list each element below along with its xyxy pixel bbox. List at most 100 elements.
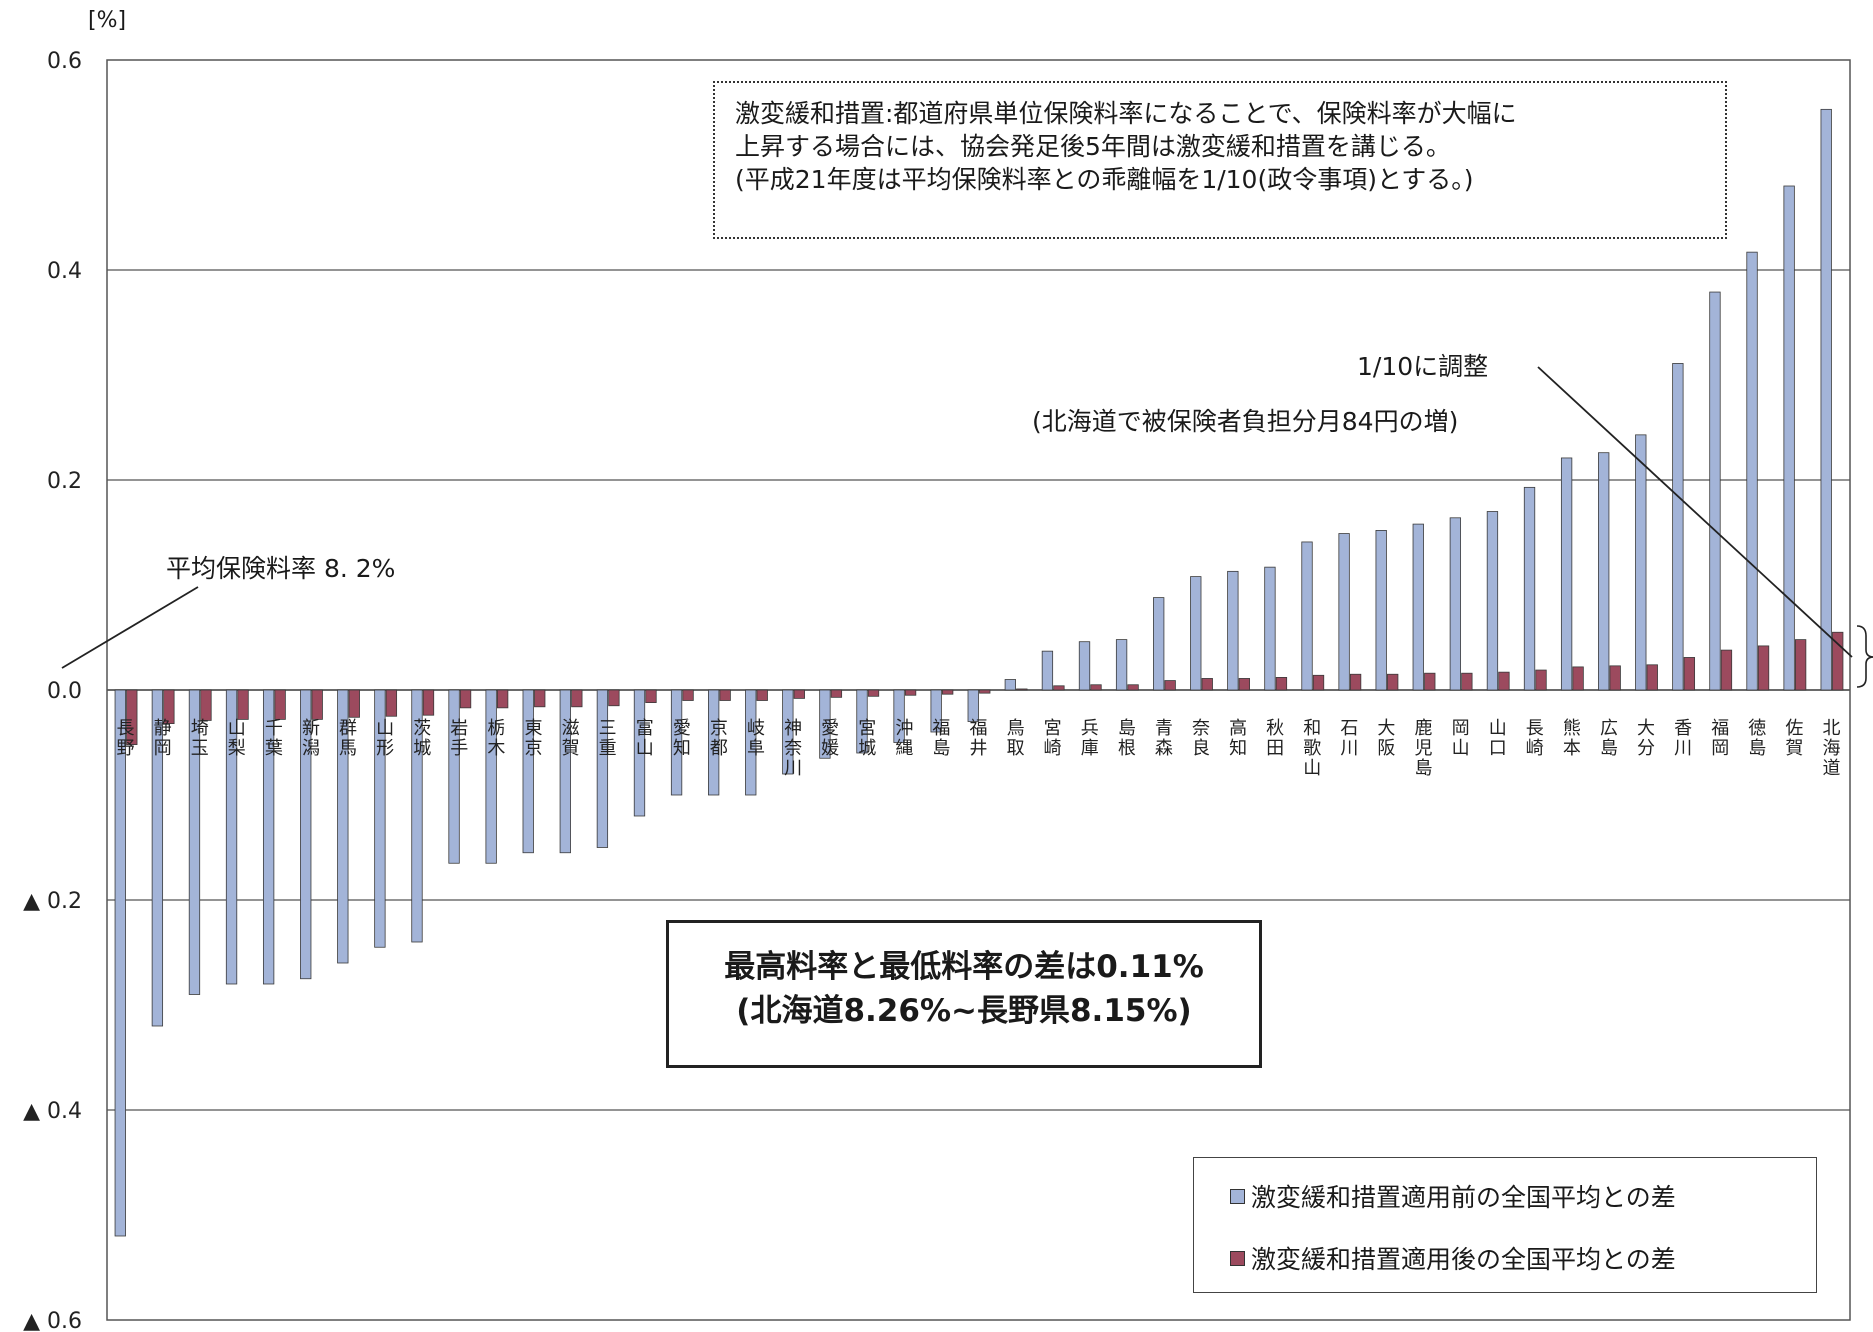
summary-line-1: 最高料率と最低料率の差は0.11% [724, 949, 1204, 985]
bar-after-13 [571, 689, 583, 708]
bar-before-47 [1820, 108, 1832, 691]
adjust-leader-line [1537, 366, 1853, 658]
x-tick-label: 宮崎 [1044, 718, 1062, 759]
bar-after-26 [1053, 685, 1065, 691]
bar-after-27 [1090, 684, 1102, 691]
x-tick-label: 東京 [524, 718, 542, 759]
x-tick-label: 新潟 [302, 718, 320, 759]
x-tick-label: 栃木 [487, 718, 505, 759]
x-tick-label: 北海道 [1822, 718, 1840, 779]
bars [114, 108, 1844, 1237]
x-tick-label: 和歌山 [1303, 718, 1321, 779]
bar-after-7 [348, 689, 360, 718]
bar-after-22 [904, 689, 917, 696]
bar-before-36 [1412, 523, 1424, 691]
bar-after-30 [1201, 678, 1213, 691]
x-tick-label: 徳島 [1748, 718, 1766, 759]
legend: 激変緩和措置適用前の全国平均との差 激変緩和措置適用後の全国平均との差 [1193, 1157, 1817, 1293]
bar-after-28 [1127, 684, 1139, 691]
x-tick-label: 秋田 [1266, 718, 1284, 759]
x-tick-label: 岡山 [1452, 718, 1470, 759]
x-tick-label: 長野 [117, 718, 135, 759]
bar-before-20 [819, 689, 831, 759]
bar-after-3 [200, 689, 212, 721]
bar-after-25 [1016, 688, 1028, 691]
bar-before-43 [1672, 363, 1684, 691]
bar-after-1 [126, 689, 138, 745]
bar-before-38 [1486, 511, 1499, 691]
y-tick-label: 0.6 [47, 49, 82, 74]
bar-before-18 [745, 689, 757, 796]
bar-before-46 [1783, 185, 1795, 691]
bar-after-44 [1720, 649, 1733, 691]
x-tick-label: 京都 [710, 718, 728, 759]
x-tick-label: 島根 [1118, 718, 1136, 759]
x-tick-label: 大分 [1637, 718, 1655, 759]
bar-before-14 [596, 689, 609, 848]
bar-before-33 [1301, 541, 1313, 691]
bar-before-7 [337, 689, 349, 964]
y-tick-label: 0.4 [47, 259, 82, 284]
legend-label-after: 激変緩和措置適用後の全国平均との差 [1251, 1245, 1676, 1274]
x-tick-label: 香川 [1674, 718, 1692, 759]
y-tick-label: 0.0 [47, 679, 82, 704]
grid-lines [106, 59, 1851, 1321]
y-tick-label: ▲ 0.4 [23, 1099, 82, 1124]
adjust-brace [1856, 625, 1873, 688]
bar-after-47 [1832, 631, 1844, 691]
bar-after-38 [1498, 671, 1510, 691]
bar-before-29 [1153, 597, 1165, 691]
average-rate-label: 平均保険料率 8. 2% [166, 554, 396, 583]
bar-before-15 [633, 689, 646, 817]
legend-swatch-after [1230, 1250, 1245, 1266]
x-tick-label: 神奈川 [784, 718, 802, 779]
bar-after-10 [459, 689, 472, 709]
x-tick-label: 奈良 [1192, 718, 1210, 759]
x-tick-label: 滋賀 [562, 718, 580, 759]
x-tick-label: 長崎 [1526, 718, 1544, 759]
x-tick-label: 富山 [636, 718, 654, 759]
bar-after-34 [1349, 673, 1362, 691]
measure-note-box: 激変緩和措置:都道府県単位保険料率になることで、保険料率が大幅に 上昇する場合に… [713, 81, 1727, 239]
avg-leader-line [61, 586, 199, 669]
bar-after-6 [311, 689, 323, 720]
y-tick-label: 0.2 [47, 469, 82, 494]
bar-after-19 [793, 689, 805, 699]
x-tick-label: 岩手 [450, 718, 468, 759]
x-tick-label: 愛媛 [821, 718, 839, 759]
bar-after-5 [274, 689, 286, 720]
bar-after-23 [942, 689, 954, 695]
x-tick-label: 茨城 [413, 718, 431, 759]
bar-after-39 [1535, 669, 1547, 691]
bar-before-16 [670, 689, 683, 796]
bar-before-10 [448, 689, 460, 864]
bar-before-17 [708, 689, 720, 796]
x-tick-label: 青森 [1155, 718, 1173, 759]
bar-before-24 [967, 689, 979, 722]
bar-after-21 [867, 689, 880, 697]
y-axis-ticks: 0.6 0.4 0.2 0.0 ▲ 0.2 ▲ 0.4 ▲ 0.6 [23, 49, 82, 1332]
bar-after-4 [237, 689, 249, 720]
bar-before-6 [300, 689, 312, 980]
x-tick-label: 山梨 [228, 718, 246, 759]
x-tick-label: 高知 [1229, 718, 1247, 759]
bar-before-45 [1746, 251, 1758, 691]
bar-before-1 [114, 689, 126, 1237]
bar-after-8 [385, 689, 398, 717]
x-tick-label: 熊本 [1563, 718, 1581, 759]
bar-before-30 [1190, 576, 1202, 691]
bar-before-28 [1115, 639, 1128, 691]
x-tick-label: 岐阜 [747, 718, 765, 759]
bar-after-2 [163, 689, 175, 724]
x-tick-label: 愛知 [673, 718, 691, 759]
bar-before-11 [485, 689, 497, 864]
bar-after-32 [1275, 677, 1288, 691]
x-tick-label: 広島 [1600, 718, 1618, 759]
bar-before-19 [782, 689, 794, 775]
bar-after-35 [1387, 673, 1399, 691]
bar-before-35 [1375, 530, 1387, 691]
legend-swatch-before [1230, 1188, 1245, 1204]
y-axis-unit: [%] [88, 8, 127, 33]
